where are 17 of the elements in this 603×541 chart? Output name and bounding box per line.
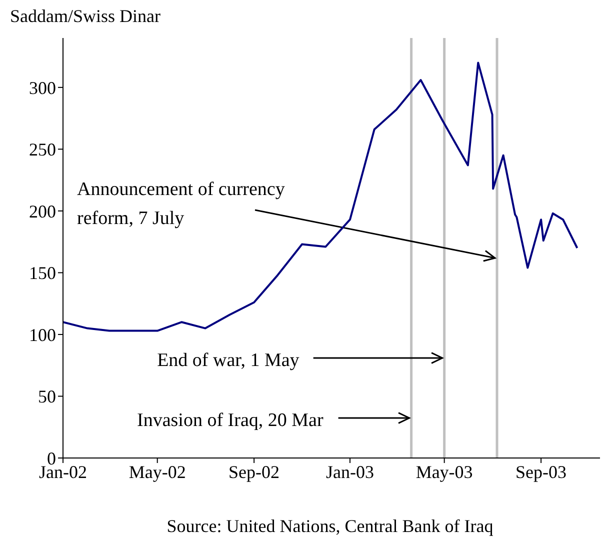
y-tick-label: 300 (29, 78, 56, 98)
y-tick-label: 200 (29, 201, 56, 222)
ref-line-label: Invasion of Iraq, 20 Mar (137, 410, 324, 431)
x-tick-label: Sep-03 (516, 462, 567, 482)
ref-line-label: Announcement of currency reform, 7 July (77, 179, 286, 229)
y-tick-label: 150 (29, 263, 56, 284)
y-tick-label: 50 (38, 386, 56, 407)
x-tick-label: May-02 (128, 462, 186, 482)
x-tick-label: May-03 (416, 462, 473, 482)
ref-line-label: End of war, 1 May (157, 350, 300, 371)
y-tick-label: 250 (29, 140, 56, 160)
source-note: Source: United Nations, Central Bank of Iraq (166, 516, 494, 536)
y-tick-label: 100 (29, 324, 56, 345)
x-tick-label: Jan-03 (326, 462, 374, 482)
x-tick-label: Sep-02 (228, 462, 280, 482)
line-series (63, 62, 578, 332)
y-axis-title: Saddam/Swiss Dinar (10, 6, 160, 26)
